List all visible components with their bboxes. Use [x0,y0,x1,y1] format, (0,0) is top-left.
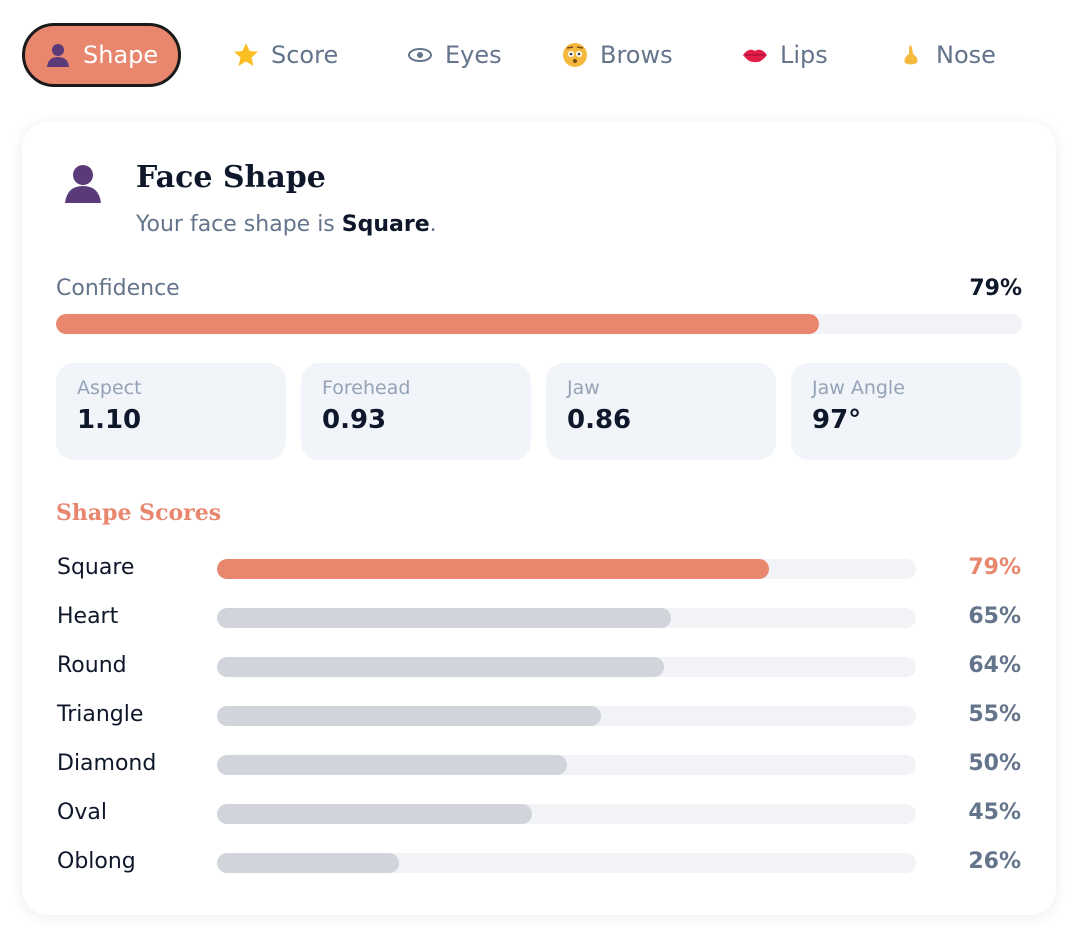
subtitle-shape: Square [341,212,430,237]
tab[interactable]: Brows [542,23,693,87]
score-bar [217,657,665,677]
score-value: 45% [968,800,1021,825]
score-value: 50% [968,751,1021,776]
score-track [217,657,916,677]
score-bar [217,559,770,579]
score-track [217,559,916,579]
score-name: Oblong [57,849,136,874]
tab-label: Eyes [445,41,502,69]
stat-value: 97° [812,405,862,435]
confidence-label: Confidence [56,276,180,301]
tab-icon [47,44,69,67]
tab[interactable]: Lips [722,23,848,87]
stat-value: 0.86 [567,405,632,435]
confidence-track [56,314,1022,334]
score-bar [217,706,602,726]
score-name: Diamond [57,751,157,776]
tab-icon [234,43,258,66]
score-bar [217,608,672,628]
tab-label: Nose [936,41,996,69]
subtitle-suffix: . [429,212,437,237]
confidence-bar [56,314,820,334]
confidence-value: 79% [969,276,1022,301]
tab-label: Shape [83,41,159,69]
subtitle-prefix: Your face shape is [136,212,342,237]
stat-label: Jaw Angle [812,377,905,399]
score-track [217,804,916,824]
tab[interactable]: Nose [878,23,1016,87]
score-name: Heart [57,604,119,629]
tab-icon [743,49,767,63]
tab[interactable]: Shape [22,23,182,87]
stat-value: 0.93 [322,405,387,435]
stat-box: Forehead 0.93 [301,363,531,460]
tab-label: Brows [600,41,673,69]
score-value: 65% [968,604,1021,629]
tab[interactable]: Score [213,23,358,87]
score-name: Square [57,555,135,580]
score-value: 55% [968,702,1021,727]
tab-icon [563,43,587,67]
score-value: 64% [968,653,1021,678]
stat-value: 1.10 [77,405,142,435]
score-track [217,608,916,628]
stat-label: Aspect [77,377,142,399]
stat-label: Jaw [567,377,600,399]
score-bar [217,804,532,824]
score-bar [217,853,399,873]
stat-box: Aspect 1.10 [56,363,286,460]
score-value: 26% [968,849,1021,874]
tab-label: Lips [780,41,828,69]
tab-icon [408,48,432,62]
stat-box: Jaw 0.86 [546,363,776,460]
scores-title: Shape Scores [56,500,222,526]
score-track [217,706,916,726]
score-name: Round [57,653,127,678]
tab[interactable]: Eyes [387,23,522,87]
score-track [217,853,916,873]
card-title: Face Shape [136,160,326,195]
card-subtitle: Your face shape is Square. [136,212,437,237]
stat-box: Jaw Angle 97° [791,363,1021,460]
score-name: Triangle [57,702,144,727]
tab-label: Score [271,41,339,69]
score-track [217,755,916,775]
face-shape-card: Face Shape Your face shape is Square. Co… [22,122,1056,915]
stat-label: Forehead [322,377,411,399]
score-bar [217,755,567,775]
tab-icon [904,45,918,65]
score-name: Oval [57,800,107,825]
score-value: 79% [968,555,1021,580]
face-icon [65,165,101,203]
